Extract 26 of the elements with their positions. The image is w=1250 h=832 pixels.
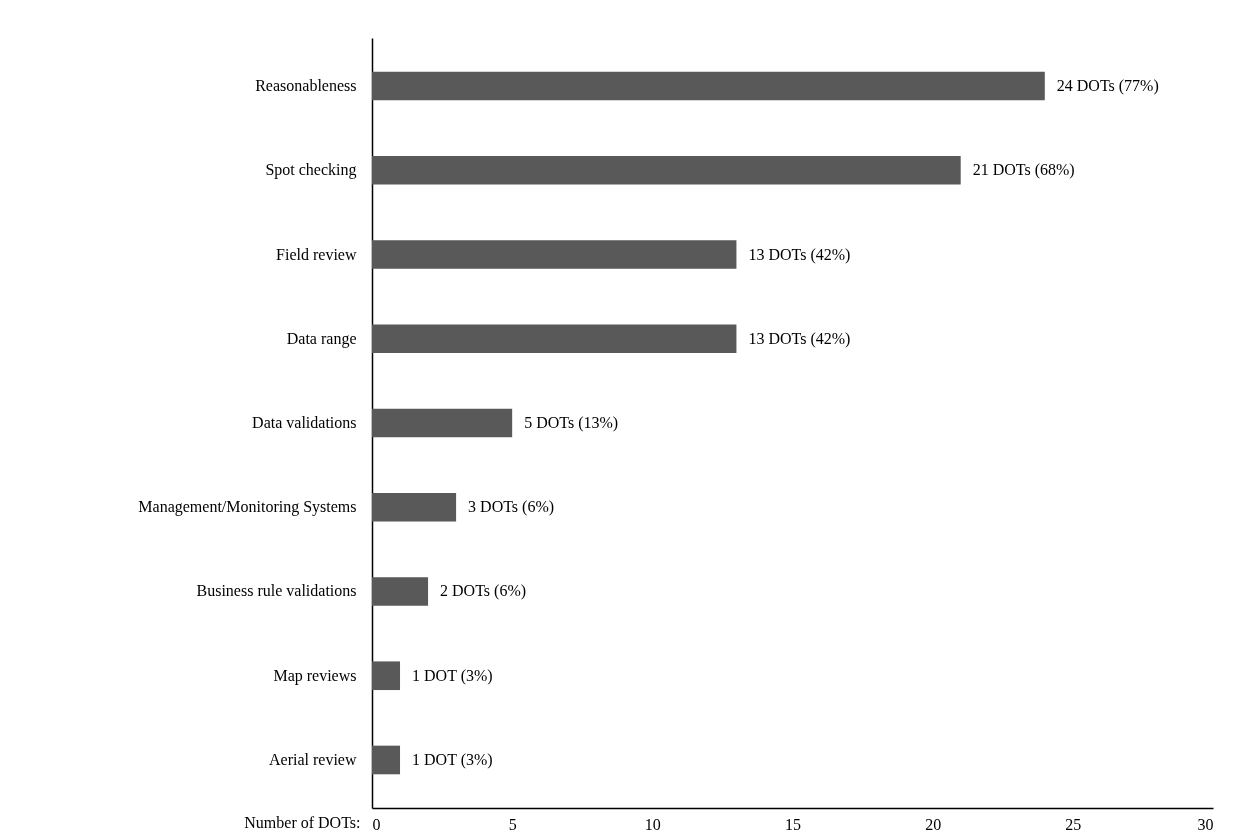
- data-label: 5 DOTs (13%): [524, 414, 619, 432]
- x-axis-title: Number of DOTs:: [244, 813, 361, 831]
- y-tick-label: Data validations: [252, 414, 357, 431]
- data-label: 13 DOTs (42%): [748, 329, 851, 348]
- x-tick-label: 15: [785, 815, 801, 832]
- x-tick-label: 20: [925, 815, 942, 832]
- data-label: 1 DOT (3%): [412, 750, 493, 769]
- y-tick-label: Map reviews: [273, 666, 357, 685]
- data-label: 21 DOTs (68%): [972, 161, 1075, 180]
- data-label: 3 DOTs (6%): [468, 498, 555, 517]
- x-tick-label: 10: [644, 815, 661, 832]
- y-tick-label: Management/Monitoring Systems: [138, 498, 357, 517]
- y-tick-label: Business rule validations: [196, 582, 357, 600]
- y-tick-label: Spot checking: [265, 161, 357, 180]
- y-tick-label: Aerial review: [268, 750, 357, 768]
- data-label: 2 DOTs (6%): [440, 582, 527, 601]
- x-tick-label: 25: [1065, 815, 1082, 832]
- y-tick-label: Data range: [286, 329, 357, 348]
- x-tick-label: 30: [1197, 815, 1214, 832]
- y-tick-label: Reasonableness: [255, 77, 357, 95]
- data-label: 13 DOTs (42%): [748, 245, 851, 264]
- y-tick-label: Field review: [276, 245, 357, 263]
- data-label: 24 DOTs (77%): [1056, 77, 1159, 96]
- data-label: 1 DOT (3%): [412, 666, 493, 685]
- x-tick-label: 5: [508, 815, 517, 832]
- x-tick-label: 0: [372, 815, 381, 832]
